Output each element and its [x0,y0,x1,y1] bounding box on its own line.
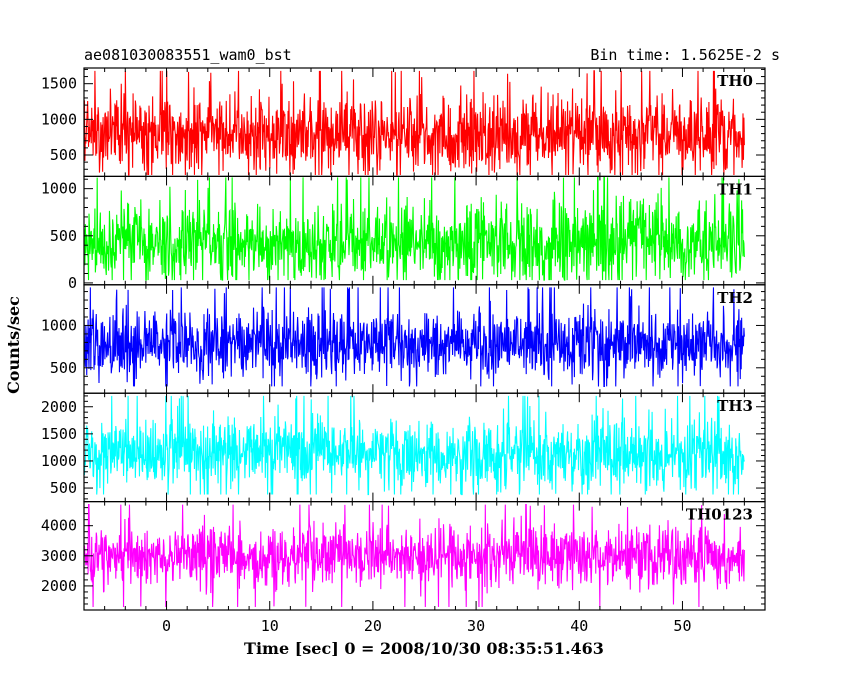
x-tick-label: 30 [467,617,485,635]
bin-time-label: Bin time: 1.5625E-2 s [590,46,780,64]
x-tick-label: 20 [364,617,382,635]
y-tick-label: 3000 [41,547,77,565]
x-axis: 0 10 20 30 40 50 [162,617,691,635]
panel-th3: 500 1000 1500 2000 TH3 [41,392,766,503]
panel-label-th0123: TH0123 [686,506,753,524]
y-tick-label: 1500 [41,425,77,443]
y-tick-label: 500 [50,146,77,164]
y-tick-label: 1000 [41,316,77,334]
series-line-th1 [84,176,745,281]
y-tick-label: 1000 [41,110,77,128]
series-line-th0 [84,70,745,176]
series-line-th3 [84,395,745,496]
panels-group: 500 1000 1500 TH0 0 500 1000 TH1 500 1000 TH2 500 10… [41,67,766,611]
chart-title: ae081030083551_wam0_bst [84,46,292,64]
x-tick-label: 10 [261,617,279,635]
y-tick-label: 500 [50,227,77,245]
y-tick-label: 1000 [41,452,77,470]
x-tick-label: 50 [673,617,691,635]
y-tick-label: 2000 [41,398,77,416]
y-tick-label: 500 [50,479,77,497]
y-tick-label: 0 [68,274,77,292]
x-tick-label: 0 [162,617,171,635]
y-tick-label: 1000 [41,180,77,198]
panel-label-th2: TH2 [717,289,753,307]
panel-label-th3: TH3 [717,397,753,415]
y-tick-label: 500 [50,359,77,377]
y-tick-label: 2000 [41,577,77,595]
x-axis-label: Time [sec] 0 = 2008/10/30 08:35:51.463 [244,639,604,658]
panel-label-th0: TH0 [717,72,753,90]
panel-th1: 0 500 1000 TH1 [41,175,766,292]
series-line-th0123 [84,504,745,608]
y-tick-label: 1500 [41,75,77,93]
x-tick-label: 40 [570,617,588,635]
panel-th0: 500 1000 1500 TH0 [41,67,766,178]
panel-th0123: 2000 3000 4000 TH0123 [41,501,766,611]
y-tick-label: 4000 [41,517,77,535]
panel-th2: 500 1000 TH2 [41,284,766,394]
y-axis-label: Counts/sec [4,296,23,394]
panel-label-th1: TH1 [717,180,753,198]
series-line-th2 [84,287,745,387]
